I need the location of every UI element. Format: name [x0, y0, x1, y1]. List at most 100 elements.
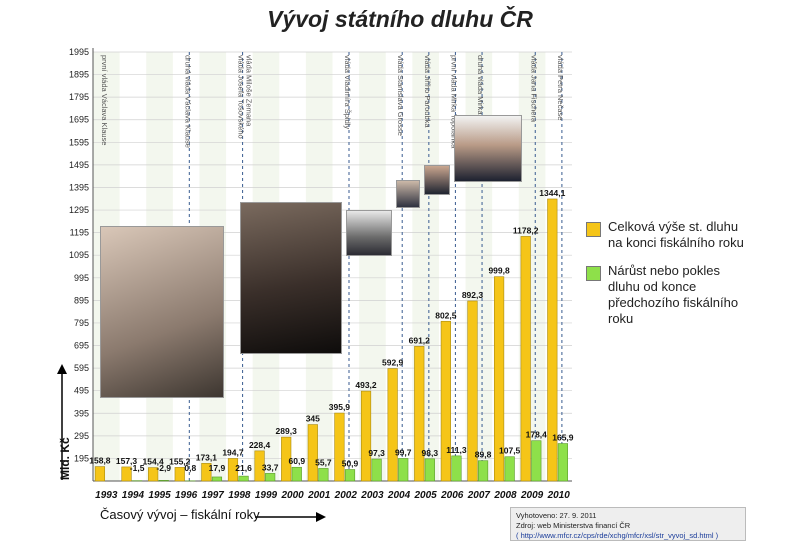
period-label: vláda Petra Nečase	[556, 55, 565, 120]
bar-total-2004	[387, 368, 398, 482]
data-label-change: 99,7	[395, 447, 412, 457]
portrait-photo-gross	[396, 180, 420, 208]
bar-change-2004	[398, 458, 409, 482]
x-tick-label: 2000	[280, 490, 304, 501]
y-tick-label: 1795	[69, 92, 89, 102]
bar-change-2003	[371, 458, 382, 482]
data-label-change: 60,9	[289, 456, 306, 466]
data-label-change: 33,7	[262, 462, 279, 472]
bar-total-2000	[281, 436, 292, 482]
period-label: první vláda Mirka Topolánka	[449, 55, 458, 149]
x-tick-label: 1994	[122, 490, 145, 501]
data-label-change: 178,4	[526, 430, 548, 440]
x-tick-label: 2007	[467, 490, 491, 501]
bar-total-1994	[121, 466, 132, 482]
period-label: vláda Stanislava Grosse	[396, 55, 405, 136]
data-label-change: 50,9	[342, 459, 359, 469]
bar-change-2010	[557, 443, 568, 482]
data-label-total: 345	[306, 414, 320, 424]
data-label-change: 17,9	[209, 463, 226, 473]
y-tick-label: 1495	[69, 160, 89, 170]
y-tick-label: 795	[74, 318, 89, 328]
x-axis-caption: Časový vývoj – fiskální roky	[100, 507, 260, 522]
period-label: první vláda Václava Klause	[100, 55, 109, 145]
source-date: Vyhotoveno: 27. 9. 2011	[516, 511, 597, 520]
data-label-change: 0,8	[184, 463, 196, 473]
bar-change-2007	[477, 460, 489, 482]
bar-total-1998	[227, 458, 239, 482]
y-tick-label: 195	[74, 453, 89, 463]
bar-change-2009	[531, 440, 542, 482]
y-tick-label: 495	[74, 386, 89, 396]
period-label: druhá vláda Václava Klause	[183, 55, 192, 148]
bar-total-1995	[148, 467, 159, 482]
portrait-photo-spidla	[346, 210, 392, 256]
data-label-change: -2,9	[156, 463, 171, 473]
y-tick-label: 1295	[69, 205, 89, 215]
data-label-total: 158,8	[89, 456, 111, 466]
y-tick-label: 695	[74, 341, 89, 351]
data-label-total: 892,3	[462, 290, 484, 300]
bar-change-2002	[344, 469, 356, 482]
x-tick-label: 2010	[547, 490, 571, 501]
data-label-total: 802,5	[435, 310, 457, 320]
source-box: Vyhotoveno: 27. 9. 2011 Zdroj: web Minis…	[510, 507, 746, 541]
legend-text-total: Celková výše st. dluhu na konci fiskálníh…	[608, 219, 744, 250]
y-tick-label: 895	[74, 295, 89, 305]
source-url: ( http://www.mfcr.cz/cps/rde/xchg/mfcr/x…	[516, 531, 719, 540]
bar-total-2003	[360, 390, 372, 482]
data-label-change: 111,3	[446, 445, 467, 455]
data-label-total: 395,9	[329, 402, 351, 412]
x-tick-label: 2008	[493, 490, 517, 501]
bar-total-2008	[493, 276, 505, 482]
bar-total-2010	[547, 198, 558, 482]
y-arrow-head	[57, 364, 67, 374]
portrait-photo-topolanek	[454, 115, 522, 182]
data-label-total: 691,2	[409, 335, 431, 345]
bar-total-2007	[467, 300, 478, 482]
bar-total-1997	[201, 463, 212, 482]
data-label-total: 157,3	[116, 456, 138, 466]
bar-total-2009	[520, 236, 531, 482]
bar-change-2000	[291, 466, 302, 482]
data-label-total: 592,9	[382, 358, 404, 368]
portrait-photo-klaus	[100, 226, 224, 398]
x-tick-label: 1995	[148, 490, 171, 501]
x-tick-label: 2006	[440, 490, 464, 501]
y-axis-label: Mld. Kč	[58, 437, 72, 480]
x-arrow-head	[316, 512, 326, 522]
x-tick-label: 1998	[228, 490, 251, 501]
x-tick-label: 2002	[334, 490, 358, 501]
data-label-change: 165,9	[552, 433, 574, 443]
y-tick-label: 295	[74, 431, 89, 441]
bar-change-1997	[211, 476, 223, 482]
bar-change-2001	[318, 468, 329, 482]
bar-change-2006	[451, 455, 462, 482]
legend-text-change: Nárůst nebo pokles dluhu od konce předcho…	[608, 263, 739, 326]
x-tick-label: 1993	[95, 490, 118, 501]
bar-change-1999	[265, 473, 276, 482]
bar-change-2005	[424, 458, 435, 482]
x-tick-label: 2004	[387, 490, 411, 501]
bar-total-2001	[307, 424, 318, 482]
bar-total-1996	[174, 467, 185, 482]
chart-title: Vývoj státního dluhu ČR	[267, 6, 533, 32]
period-label: druhá vláda Mirka Topolánka	[476, 55, 485, 152]
period-label: vláda Jana Fischera	[529, 55, 538, 123]
data-label-total: 173,1	[196, 452, 218, 462]
data-label-change: 21,6	[235, 463, 252, 473]
y-tick-label: 1095	[69, 250, 89, 260]
data-label-total: 1344,1	[539, 188, 565, 198]
data-label-change: 89,8	[475, 450, 492, 460]
y-tick-label: 1995	[69, 47, 89, 57]
portrait-photo-paroubek	[424, 165, 450, 195]
legend-swatch-total	[586, 222, 601, 237]
source-origin: Zdroj: web Ministerstva financí ČR	[516, 521, 631, 530]
x-tick-label: 2003	[360, 490, 384, 501]
data-label-change: 55,7	[315, 457, 332, 467]
data-label-total: 999,8	[488, 266, 510, 276]
data-label-change: 97,3	[368, 448, 385, 458]
data-label-total: 194,7	[222, 447, 244, 457]
bar-total-2005	[414, 346, 425, 482]
x-tick-label: 1997	[202, 490, 225, 501]
